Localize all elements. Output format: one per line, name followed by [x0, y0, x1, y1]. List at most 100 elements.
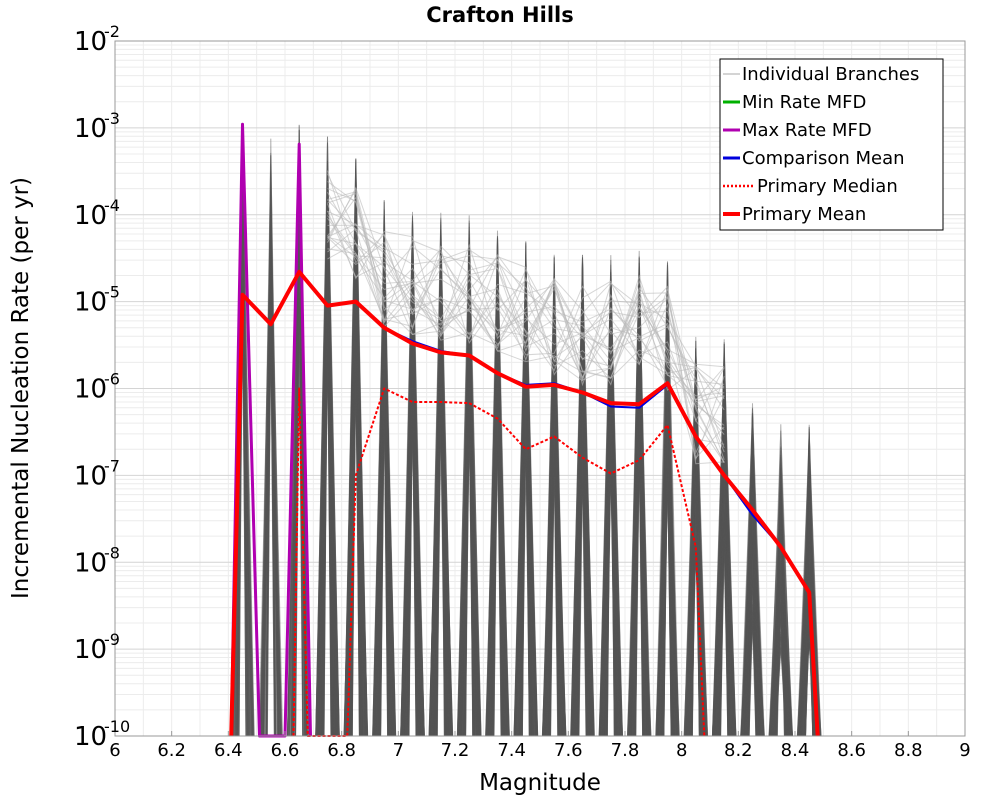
- branch-line: [327, 224, 725, 403]
- plot-frame: [114, 40, 966, 737]
- y-tick-base: 10: [74, 548, 107, 578]
- x-tick-label: 8: [676, 740, 687, 761]
- branch-line: [234, 156, 817, 737]
- branch-line: [327, 248, 725, 385]
- legend: Individual Branches Min Rate MFD Max Rate …: [719, 58, 944, 231]
- legend-box: [719, 58, 944, 231]
- branch-line: [327, 235, 725, 455]
- branch-line: [292, 148, 815, 737]
- x-tick-label: 9: [959, 740, 970, 761]
- branch-line: [238, 205, 819, 737]
- branch-line: [263, 201, 819, 737]
- legend-label: Max Rate MFD: [742, 120, 872, 141]
- branch-line: [291, 189, 822, 737]
- y-tick-exponent: -7: [104, 456, 120, 475]
- branch-line: [327, 188, 725, 423]
- branch-line: [295, 195, 820, 737]
- branch-line: [327, 210, 725, 430]
- y-tick-exponent: -6: [104, 370, 120, 389]
- y-tick-exponent: -10: [104, 717, 130, 736]
- branch-line: [327, 217, 725, 445]
- y-tick-exponent: -8: [104, 543, 120, 562]
- branch-line: [261, 241, 818, 737]
- y-tick-exponent: -9: [104, 630, 120, 649]
- branch-line: [327, 181, 725, 463]
- branch-line: [327, 242, 725, 464]
- branch-line: [327, 192, 725, 426]
- x-tick-label: 7.8: [611, 740, 640, 761]
- branch-line: [235, 176, 816, 737]
- y-tick-base: 10: [74, 27, 107, 57]
- branch-line: [293, 124, 818, 737]
- branch-line: [292, 142, 818, 737]
- y-axis-label: Incremental Nucleation Rate (per yr): [8, 177, 34, 599]
- branch-line: [236, 228, 819, 737]
- y-tick-exponent: -4: [104, 196, 120, 215]
- branch-line: [290, 161, 816, 737]
- x-axis-label: Magnitude: [479, 770, 601, 796]
- y-tick-label: 10-9: [74, 630, 120, 665]
- branch-line: [234, 158, 822, 737]
- branch-line: [260, 152, 819, 737]
- branch-line: [290, 272, 816, 737]
- branch-line: [236, 165, 821, 737]
- branch-line: [327, 196, 725, 400]
- branch-line: [327, 188, 725, 463]
- y-tick-base: 10: [74, 288, 107, 318]
- branch-line: [238, 269, 819, 737]
- branch-line: [291, 161, 819, 737]
- legend-label: Primary Median: [757, 176, 898, 197]
- chart-title: Crafton Hills: [426, 3, 573, 27]
- branch-line: [234, 133, 814, 737]
- y-tick-label: 10-6: [74, 370, 120, 405]
- x-tick-label: 7.6: [554, 740, 583, 761]
- y-tick-exponent: -3: [104, 109, 120, 128]
- x-tick-label: 6.6: [271, 740, 300, 761]
- y-tick-label: 10-4: [74, 196, 120, 231]
- y-tick-base: 10: [74, 635, 107, 665]
- y-tick-base: 10: [74, 114, 107, 144]
- x-tick-label: 8.4: [781, 740, 810, 761]
- branch-line: [291, 129, 819, 737]
- branch-line: [289, 211, 818, 737]
- legend-label: Primary Mean: [742, 204, 866, 225]
- branch-line: [261, 179, 814, 737]
- x-tick-label: 8.6: [837, 740, 866, 761]
- branch-line: [293, 165, 821, 737]
- legend-label: Comparison Mean: [742, 148, 905, 169]
- x-tick-label: 7.2: [441, 740, 470, 761]
- branch-line: [238, 154, 814, 737]
- y-tick-label: 10-8: [74, 543, 120, 578]
- branch-line: [262, 165, 821, 737]
- y-tick-label: 10-5: [74, 283, 120, 318]
- y-tick-label: 10-2: [74, 22, 120, 57]
- branch-line: [259, 158, 817, 737]
- y-tick-base: 10: [74, 461, 107, 491]
- branch-line: [327, 228, 725, 397]
- y-tick-label: 10-3: [74, 109, 120, 144]
- branch-line: [232, 142, 818, 737]
- branch-line: [295, 199, 814, 737]
- x-tick-label: 6.2: [157, 740, 186, 761]
- branch-line: [233, 200, 817, 737]
- x-tick-label: 6: [109, 740, 120, 761]
- branch-line: [237, 195, 821, 737]
- branch-line: [327, 215, 725, 435]
- branch-line: [291, 230, 820, 737]
- branch-line: [291, 171, 820, 737]
- x-tick-label: 6.8: [327, 740, 356, 761]
- branch-line: [294, 269, 818, 737]
- y-tick-base: 10: [74, 375, 107, 405]
- branch-line: [327, 203, 725, 460]
- branch-line: [237, 155, 815, 737]
- y-tick-base: 10: [74, 722, 107, 752]
- x-tick-label: 7: [393, 740, 404, 761]
- series-line-primary-mean: [229, 269, 820, 737]
- branch-line: [231, 157, 820, 737]
- series-line-primary-median: [292, 387, 706, 737]
- legend-label: Individual Branches: [742, 64, 919, 85]
- branch-line: [295, 196, 821, 737]
- branch-line: [260, 161, 815, 737]
- x-tick-label: 8.2: [724, 740, 753, 761]
- branch-line: [263, 283, 820, 737]
